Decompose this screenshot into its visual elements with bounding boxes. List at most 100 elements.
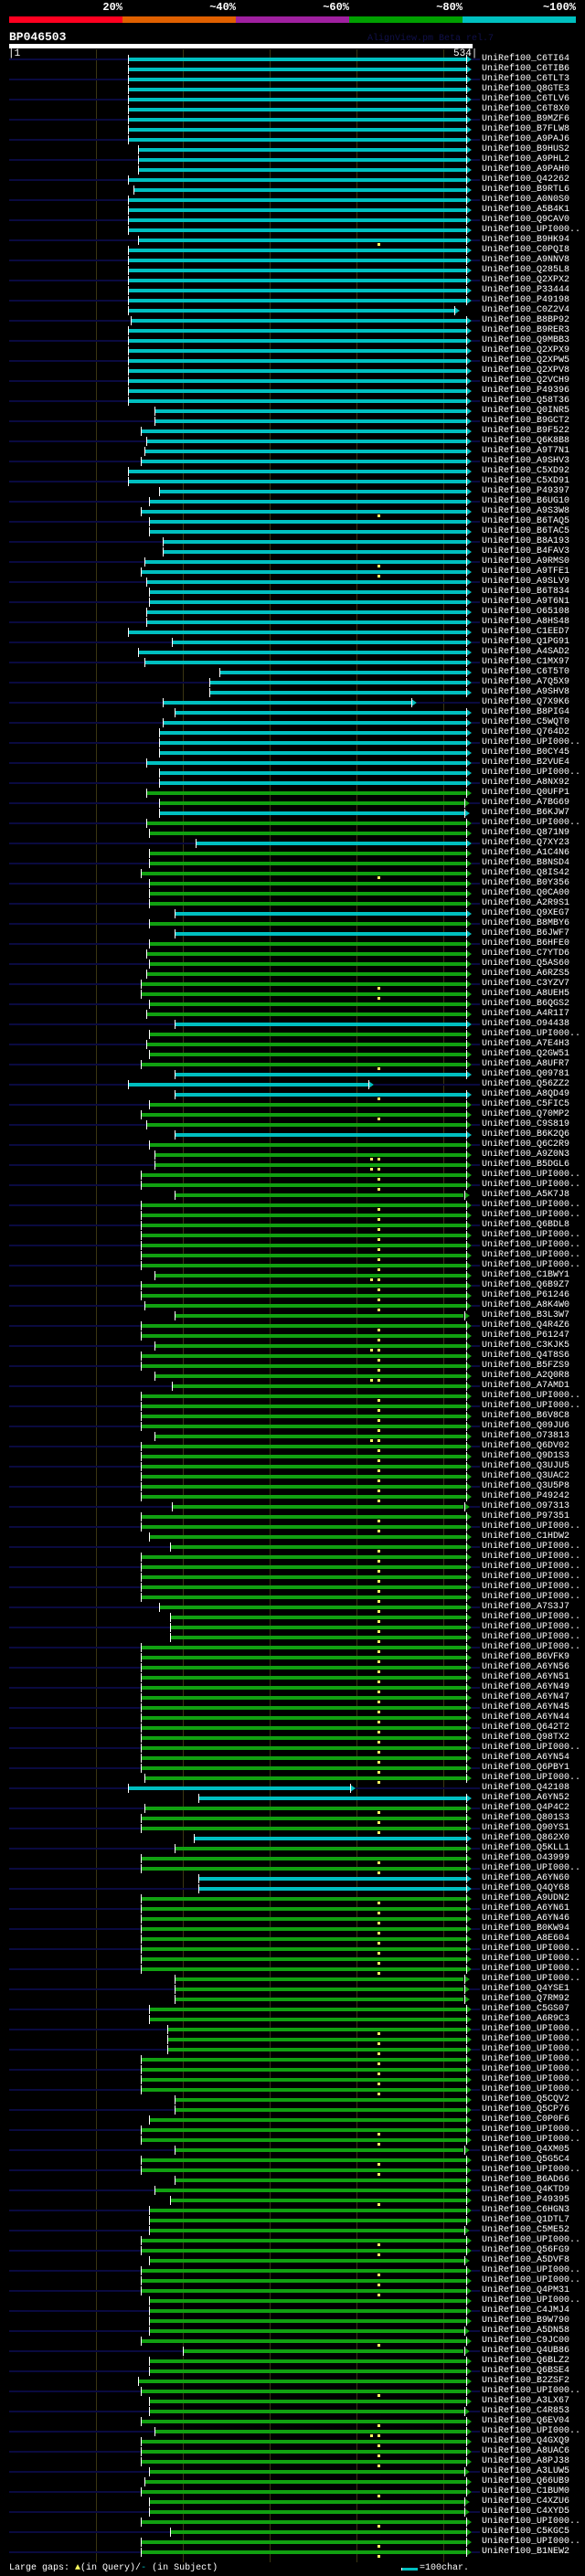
hit-label[interactable]: UniRef100_C7YTD6: [482, 949, 570, 959]
hit-label[interactable]: UniRef100_Q6BSE4: [482, 2366, 570, 2376]
hit-label[interactable]: UniRef100_Q90YS1: [482, 1823, 570, 1833]
hit-label[interactable]: UniRef100_Q2XPW5: [482, 355, 570, 366]
hit-label[interactable]: UniRef100_B9W790: [482, 2316, 570, 2326]
hit-label[interactable]: UniRef100_UPI000..: [482, 2426, 581, 2436]
hit-label[interactable]: UniRef100_A9SHV8: [482, 687, 570, 697]
hit-label[interactable]: UniRef100_B7FLW8: [482, 124, 570, 134]
hit-label[interactable]: UniRef100_Q4UB86: [482, 2346, 570, 2356]
hit-label[interactable]: UniRef100_B9F522: [482, 426, 570, 436]
hit-label[interactable]: UniRef100_Q6BLZ2: [482, 2356, 570, 2366]
hit-label[interactable]: UniRef100_UPI000..: [482, 1592, 581, 1602]
hit-label[interactable]: UniRef100_Q6K8B8: [482, 436, 570, 446]
hit-label[interactable]: UniRef100_Q8GTE3: [482, 84, 570, 94]
hit-label[interactable]: UniRef100_Q7X9K6: [482, 697, 570, 707]
hit-label[interactable]: UniRef100_O65108: [482, 607, 570, 617]
hit-label[interactable]: UniRef100_B0KW94: [482, 1924, 570, 1934]
hit-label[interactable]: UniRef100_A7BG69: [482, 798, 570, 808]
hit-label[interactable]: UniRef100_A6YN54: [482, 1753, 570, 1763]
hit-label[interactable]: UniRef100_B9RER3: [482, 325, 570, 335]
hit-label[interactable]: UniRef100_A5DN58: [482, 2326, 570, 2336]
hit-label[interactable]: UniRef100_Q3U5P8: [482, 1481, 570, 1491]
hit-label[interactable]: UniRef100_Q9MBB3: [482, 335, 570, 345]
hit-label[interactable]: UniRef100_A6YN60: [482, 1873, 570, 1883]
hit-label[interactable]: UniRef100_Q642T2: [482, 1723, 570, 1733]
hit-label[interactable]: UniRef100_C5ME52: [482, 2225, 570, 2235]
hit-label[interactable]: UniRef100_C0P0F6: [482, 2115, 570, 2125]
hit-label[interactable]: UniRef100_O97313: [482, 1501, 570, 1511]
hit-label[interactable]: UniRef100_A6YN47: [482, 1692, 570, 1702]
hit-label[interactable]: UniRef100_UPI000..: [482, 1743, 581, 1753]
hit-label[interactable]: UniRef100_Q3UJU5: [482, 1461, 570, 1471]
hit-label[interactable]: UniRef100_A9S3W8: [482, 506, 570, 516]
hit-label[interactable]: UniRef100_C1BUM0: [482, 2486, 570, 2496]
hit-label[interactable]: UniRef100_A5K7J8: [482, 1190, 570, 1200]
hit-label[interactable]: UniRef100_UPI000..: [482, 2517, 581, 2527]
hit-label[interactable]: UniRef100_A9UDN2: [482, 1893, 570, 1903]
hit-label[interactable]: UniRef100_UPI000..: [482, 225, 581, 235]
hit-label[interactable]: UniRef100_A5DVF8: [482, 2255, 570, 2265]
hit-label[interactable]: UniRef100_B6K2Q6: [482, 1129, 570, 1140]
hit-label[interactable]: UniRef100_UPI000..: [482, 1260, 581, 1270]
hit-label[interactable]: UniRef100_B9HK94: [482, 235, 570, 245]
hit-label[interactable]: UniRef100_A6R9C3: [482, 2014, 570, 2024]
hit-label[interactable]: UniRef100_Q42108: [482, 1783, 570, 1793]
hit-label[interactable]: UniRef100_C5GS07: [482, 2004, 570, 2014]
hit-label[interactable]: UniRef100_P49395: [482, 2195, 570, 2205]
hit-label[interactable]: UniRef100_A9T6N1: [482, 597, 570, 607]
hit-label[interactable]: UniRef100_Q3UAC2: [482, 1471, 570, 1481]
hit-label[interactable]: UniRef100_C1MX97: [482, 657, 570, 667]
hit-label[interactable]: UniRef100_UPI000..: [482, 1582, 581, 1592]
hit-label[interactable]: UniRef100_C3YZV7: [482, 979, 570, 989]
hit-label[interactable]: UniRef100_UPI000..: [482, 1180, 581, 1190]
hit-label[interactable]: UniRef100_UPI000..: [482, 2265, 581, 2275]
hit-label[interactable]: UniRef100_B6TAQ5: [482, 516, 570, 526]
hit-label[interactable]: UniRef100_UPI000..: [482, 2074, 581, 2084]
hit-label[interactable]: UniRef100_B6TAC5: [482, 526, 570, 536]
hit-label[interactable]: UniRef100_Q2XPX2: [482, 275, 570, 285]
hit-label[interactable]: UniRef100_Q4KTD9: [482, 2185, 570, 2195]
hit-label[interactable]: UniRef100_Q4T8S6: [482, 1351, 570, 1361]
hit-label[interactable]: UniRef100_B4FAV3: [482, 546, 570, 557]
hit-label[interactable]: UniRef100_UPI000..: [482, 1773, 581, 1783]
hit-label[interactable]: UniRef100_Q6DV02: [482, 1441, 570, 1451]
hit-label[interactable]: UniRef100_Q862X0: [482, 1833, 570, 1843]
hit-label[interactable]: UniRef100_B6T834: [482, 587, 570, 597]
hit-label[interactable]: UniRef100_C3KJK5: [482, 1341, 570, 1351]
hit-label[interactable]: UniRef100_P49198: [482, 295, 570, 305]
hit-label[interactable]: UniRef100_UPI000..: [482, 1401, 581, 1411]
hit-label[interactable]: UniRef100_B1NEW2: [482, 2547, 570, 2557]
hit-label[interactable]: UniRef100_UPI000..: [482, 2235, 581, 2245]
hit-label[interactable]: UniRef100_C6T8X0: [482, 104, 570, 114]
hit-label[interactable]: UniRef100_A4R1I7: [482, 1009, 570, 1019]
hit-label[interactable]: UniRef100_A6YN45: [482, 1702, 570, 1712]
hit-label[interactable]: UniRef100_A2Q0R8: [482, 1371, 570, 1381]
hit-label[interactable]: UniRef100_C1HDW2: [482, 1532, 570, 1542]
hit-label[interactable]: UniRef100_UPI000..: [482, 1863, 581, 1873]
hit-label[interactable]: UniRef100_C5XD92: [482, 466, 570, 476]
hit-label[interactable]: UniRef100_A7S3J7: [482, 1602, 570, 1612]
hit-label[interactable]: UniRef100_UPI000..: [482, 1200, 581, 1210]
hit-label[interactable]: UniRef100_C4JMJ4: [482, 2306, 570, 2316]
hit-label[interactable]: UniRef100_C4XZU6: [482, 2496, 570, 2507]
hit-label[interactable]: UniRef100_Q6C2R9: [482, 1140, 570, 1150]
hit-label[interactable]: UniRef100_Q4P4C2: [482, 1803, 570, 1813]
hit-label[interactable]: UniRef100_A6YN61: [482, 1903, 570, 1913]
hit-label[interactable]: UniRef100_A3LUW5: [482, 2466, 570, 2476]
hit-label[interactable]: UniRef100_B6V8C8: [482, 1411, 570, 1421]
hit-label[interactable]: UniRef100_O43999: [482, 1853, 570, 1863]
hit-label[interactable]: UniRef100_Q7RM92: [482, 1994, 570, 2004]
hit-label[interactable]: UniRef100_C0Z2V4: [482, 305, 570, 315]
hit-label[interactable]: UniRef100_Q285L8: [482, 265, 570, 275]
hit-label[interactable]: UniRef100_P33444: [482, 285, 570, 295]
hit-label[interactable]: UniRef100_Q4YSE1: [482, 1984, 570, 1994]
hit-label[interactable]: UniRef100_UPI000..: [482, 768, 581, 778]
hit-label[interactable]: UniRef100_A8E604: [482, 1934, 570, 1944]
hit-label[interactable]: UniRef100_B9RTL6: [482, 185, 570, 195]
hit-label[interactable]: UniRef100_UPI000..: [482, 1612, 581, 1622]
hit-label[interactable]: UniRef100_B9HUS2: [482, 144, 570, 154]
hit-label[interactable]: UniRef100_B6HFE0: [482, 938, 570, 949]
hit-label[interactable]: UniRef100_B3L3W7: [482, 1310, 570, 1320]
hit-label[interactable]: UniRef100_C6HGN3: [482, 2205, 570, 2215]
hit-label[interactable]: UniRef100_A6RZS5: [482, 969, 570, 979]
hit-label[interactable]: UniRef100_C5FIC5: [482, 1099, 570, 1109]
